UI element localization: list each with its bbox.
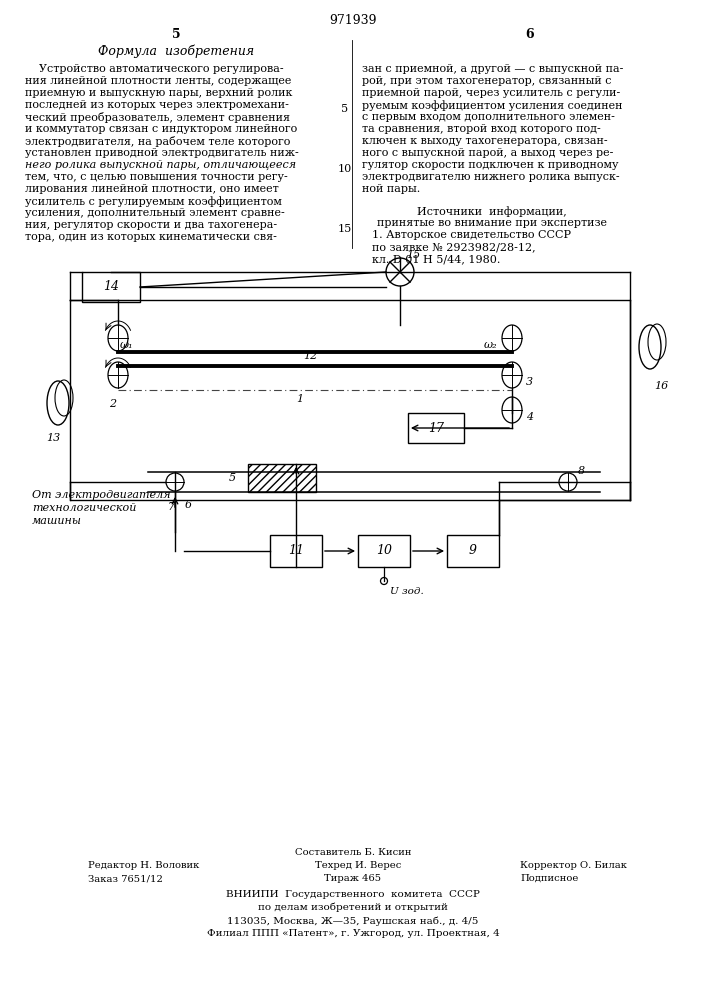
Text: тора, один из которых кинематически свя-: тора, один из которых кинематически свя-	[25, 232, 277, 242]
Text: тем, что, с целью повышения точности регу-: тем, что, с целью повышения точности рег…	[25, 172, 288, 182]
Text: усилитель с регулируемым коэффициентом: усилитель с регулируемым коэффициентом	[25, 196, 282, 207]
Text: Техред И. Верес: Техред И. Верес	[315, 861, 402, 870]
Text: приемную и выпускную пары, верхний ролик: приемную и выпускную пары, верхний ролик	[25, 88, 293, 98]
Text: U зод.: U зод.	[390, 587, 423, 596]
Text: по заявке № 2923982/28-12,: по заявке № 2923982/28-12,	[372, 242, 536, 252]
Text: лирования линейной плотности, оно имеет: лирования линейной плотности, оно имеет	[25, 184, 279, 194]
Text: приемной парой, через усилитель с регули-: приемной парой, через усилитель с регули…	[362, 88, 620, 98]
Text: 8: 8	[578, 466, 585, 476]
Text: 5: 5	[172, 28, 180, 41]
Text: 15: 15	[406, 250, 420, 260]
Text: та сравнения, второй вход которого под-: та сравнения, второй вход которого под-	[362, 124, 601, 134]
Text: 7: 7	[168, 502, 175, 512]
Text: 11: 11	[288, 544, 304, 558]
Text: 971939: 971939	[329, 14, 377, 27]
Text: 10: 10	[338, 164, 352, 174]
Text: гулятор скорости подключен к приводному: гулятор скорости подключен к приводному	[362, 160, 619, 170]
Text: Составитель Б. Кисин: Составитель Б. Кисин	[295, 848, 411, 857]
Text: ной пары.: ной пары.	[362, 184, 420, 194]
Text: электродвигателю нижнего ролика выпуск-: электродвигателю нижнего ролика выпуск-	[362, 172, 619, 182]
Text: по делам изобретений и открытий: по делам изобретений и открытий	[258, 903, 448, 912]
Text: рой, при этом тахогенератор, связанный с: рой, при этом тахогенератор, связанный с	[362, 76, 612, 86]
Text: с первым входом дополнительного элемен-: с первым входом дополнительного элемен-	[362, 112, 615, 122]
Text: ния линейной плотности ленты, содержащее: ния линейной плотности ленты, содержащее	[25, 76, 291, 86]
Text: машины: машины	[32, 516, 82, 526]
Text: технологической: технологической	[32, 503, 136, 513]
Text: последней из которых через электромехани-: последней из которых через электромехани…	[25, 100, 289, 110]
Text: 9: 9	[469, 544, 477, 558]
Text: 12: 12	[303, 351, 317, 361]
Text: 4: 4	[526, 412, 533, 422]
Text: Подписное: Подписное	[520, 874, 578, 883]
Text: Источники  информации,: Источники информации,	[417, 206, 567, 217]
Bar	[358, 535, 410, 567]
Text: 1: 1	[296, 394, 303, 404]
Text: установлен приводной электродвигатель ниж-: установлен приводной электродвигатель ни…	[25, 148, 299, 158]
Text: и коммутатор связан с индуктором линейного: и коммутатор связан с индуктором линейно…	[25, 124, 297, 134]
Text: 2: 2	[110, 399, 117, 409]
Text: ω₂: ω₂	[484, 340, 498, 350]
Text: 3: 3	[526, 377, 533, 387]
Text: усиления, дополнительный элемент сравне-: усиления, дополнительный элемент сравне-	[25, 208, 285, 218]
Text: принятые во внимание при экспертизе: принятые во внимание при экспертизе	[377, 218, 607, 228]
Text: 15: 15	[338, 224, 352, 234]
Bar	[270, 535, 322, 567]
Text: Формула  изобретения: Формула изобретения	[98, 44, 254, 57]
Text: ключен к выходу тахогенератора, связан-: ключен к выходу тахогенератора, связан-	[362, 136, 607, 146]
Text: кл. D 01 H 5/44, 1980.: кл. D 01 H 5/44, 1980.	[372, 254, 501, 264]
Bar	[447, 535, 499, 567]
Text: 113035, Москва, Ж—35, Раушская наб., д. 4/5: 113035, Москва, Ж—35, Раушская наб., д. …	[228, 916, 479, 926]
Text: зан с приемной, а другой — с выпускной па-: зан с приемной, а другой — с выпускной п…	[362, 64, 624, 74]
Text: Редактор Н. Воловик: Редактор Н. Воловик	[88, 861, 199, 870]
Text: ВНИИПИ  Государственного  комитета  СССР: ВНИИПИ Государственного комитета СССР	[226, 890, 480, 899]
Text: Корректор О. Билак: Корректор О. Билак	[520, 861, 627, 870]
Text: От электродвигателя: От электродвигателя	[32, 490, 170, 500]
Text: ного с выпускной парой, а выход через ре-: ного с выпускной парой, а выход через ре…	[362, 148, 614, 158]
Text: 5: 5	[341, 104, 349, 114]
Text: электродвигателя, на рабочем теле которого: электродвигателя, на рабочем теле которо…	[25, 136, 291, 147]
Text: Филиал ППП «Патент», г. Ужгород, ул. Проектная, 4: Филиал ППП «Патент», г. Ужгород, ул. Про…	[206, 929, 499, 938]
Text: 6: 6	[185, 500, 192, 510]
Text: ния, регулятор скорости и два тахогенера-: ния, регулятор скорости и два тахогенера…	[25, 220, 277, 230]
Text: 10: 10	[376, 544, 392, 558]
Text: 1. Авторское свидетельство СССР: 1. Авторское свидетельство СССР	[372, 230, 571, 240]
Text: 6: 6	[526, 28, 534, 41]
Text: Тираж 465: Тираж 465	[325, 874, 382, 883]
Text: 14: 14	[103, 280, 119, 294]
Text: него ролика выпускной пары, отличающееся: него ролика выпускной пары, отличающееся	[25, 160, 296, 170]
Bar	[248, 464, 316, 492]
Text: ческий преобразователь, элемент сравнения: ческий преобразователь, элемент сравнени…	[25, 112, 290, 123]
Text: 5: 5	[228, 473, 235, 483]
Bar	[82, 272, 140, 302]
Text: руемым коэффициентом усиления соединен: руемым коэффициентом усиления соединен	[362, 100, 622, 111]
Text: ω₁: ω₁	[120, 340, 134, 350]
Text: 13: 13	[46, 433, 60, 443]
Text: 17: 17	[428, 422, 444, 434]
Text: 16: 16	[654, 381, 668, 391]
Text: Устройство автоматического регулирова-: Устройство автоматического регулирова-	[25, 64, 284, 74]
Text: Заказ 7651/12: Заказ 7651/12	[88, 874, 163, 883]
Bar	[408, 413, 464, 443]
